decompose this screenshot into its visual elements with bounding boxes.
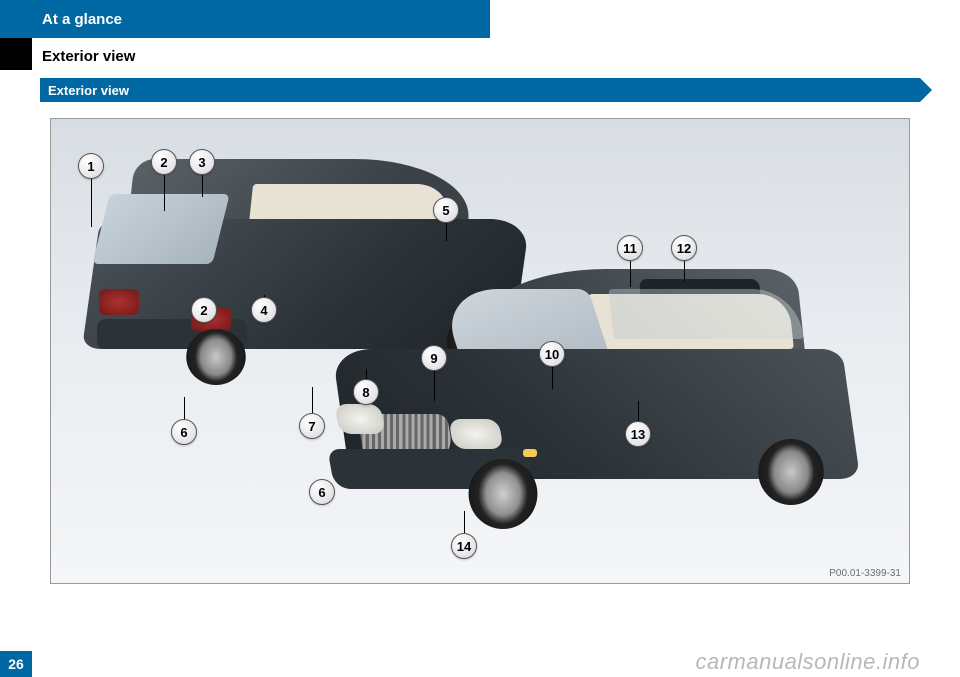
callout-line	[552, 367, 553, 389]
sedan-headlight-right	[448, 419, 503, 449]
watermark-text: carmanualsonline.info	[695, 649, 920, 675]
callout-bubble-10: 10	[539, 341, 565, 367]
callout-bubble-1: 1	[78, 153, 104, 179]
callout-line	[434, 371, 435, 401]
sedan-wheel-rear	[758, 439, 824, 505]
section-header-tab: At a glance	[0, 0, 490, 38]
callout-bubble-11: 11	[617, 235, 643, 261]
callout-bubble-2: 2	[191, 297, 217, 323]
wagon-interior	[249, 184, 453, 224]
callout-line	[184, 397, 185, 419]
sedan-wheel-front	[469, 459, 538, 529]
callout-bubble-4: 4	[251, 297, 277, 323]
callout-bubble-13: 13	[625, 421, 651, 447]
section-title: At a glance	[42, 11, 122, 28]
callout-line	[164, 175, 165, 211]
callout-bubble-8: 8	[353, 379, 379, 405]
callout-bubble-6: 6	[171, 419, 197, 445]
callout-bubble-5: 5	[433, 197, 459, 223]
callout-line	[684, 261, 685, 281]
header-black-marker	[0, 38, 32, 70]
sedan-side-marker	[523, 449, 537, 457]
wagon-wheel-rear	[186, 329, 246, 385]
callout-bubble-3: 3	[189, 149, 215, 175]
blue-bar-label: Exterior view	[48, 83, 129, 98]
callout-bubble-14: 14	[451, 533, 477, 559]
callout-line	[464, 511, 465, 533]
callout-bubble-12: 12	[671, 235, 697, 261]
callout-line	[312, 387, 313, 413]
section-blue-bar: Exterior view	[40, 78, 920, 102]
callout-bubble-6: 6	[309, 479, 335, 505]
exterior-view-figure: 123245678910111213614 P00.01-3399-31	[50, 118, 910, 584]
page-number: 26	[8, 656, 24, 672]
callout-line	[446, 223, 447, 241]
callout-line	[630, 261, 631, 287]
page-number-box: 26	[0, 651, 32, 677]
callout-line	[202, 175, 203, 197]
figure-reference-code: P00.01-3399-31	[829, 568, 901, 579]
sedan-side-window	[608, 289, 803, 339]
wagon-taillight-left	[99, 289, 139, 315]
callout-line	[91, 179, 92, 227]
wagon-rear-window	[92, 194, 229, 264]
page-subtitle: Exterior view	[42, 48, 135, 65]
vehicle-sedan	[311, 239, 881, 539]
callout-bubble-7: 7	[299, 413, 325, 439]
callout-bubble-2: 2	[151, 149, 177, 175]
sedan-headlight-left	[334, 404, 385, 434]
callout-line	[638, 401, 639, 421]
blue-bar-arrow-icon	[920, 78, 932, 102]
callout-bubble-9: 9	[421, 345, 447, 371]
